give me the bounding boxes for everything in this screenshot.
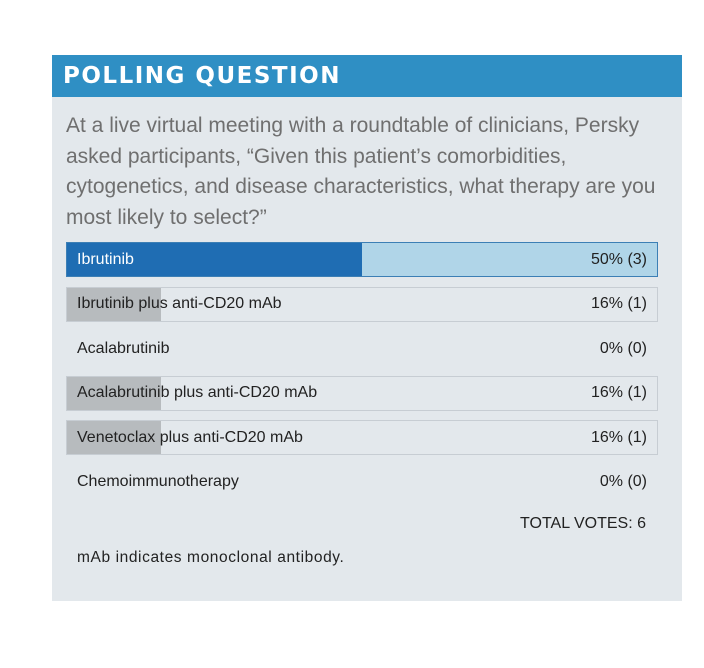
poll-option-bar	[67, 421, 162, 455]
poll-options: Ibrutinib 50% (3) Ibrutinib plus anti-CD…	[66, 242, 658, 510]
poll-option-bar	[67, 287, 162, 321]
poll-option-result: 0% (0)	[599, 473, 647, 491]
poll-option-acalabrutinib[interactable]: Acalabrutinib 0% (0)	[66, 331, 658, 366]
poll-option-result: 16% (1)	[590, 295, 647, 313]
polling-card: POLLING QUESTION At a live virtual meeti…	[52, 55, 682, 601]
poll-option-label: Ibrutinib	[77, 250, 134, 268]
poll-title: POLLING QUESTION	[63, 63, 341, 89]
poll-question: At a live virtual meeting with a roundta…	[66, 114, 656, 229]
poll-option-acalabrutinib-anti-cd20[interactable]: Acalabrutinib plus anti-CD20 mAb 16% (1)	[66, 375, 658, 411]
total-votes: TOTAL VOTES: 6	[520, 515, 646, 532]
poll-option-result: 0% (0)	[599, 339, 647, 357]
poll-option-result: 50% (3)	[590, 250, 647, 268]
poll-option-ibrutinib-anti-cd20[interactable]: Ibrutinib plus anti-CD20 mAb 16% (1)	[66, 286, 658, 322]
poll-option-bar	[67, 376, 162, 410]
poll-option-label: Venetoclax plus anti-CD20 mAb	[77, 428, 303, 446]
poll-option-ibrutinib[interactable]: Ibrutinib 50% (3)	[66, 242, 658, 277]
poll-option-label: Chemoimmunotherapy	[77, 473, 239, 491]
poll-option-bar	[67, 243, 362, 276]
poll-option-chemoimmunotherapy[interactable]: Chemoimmunotherapy 0% (0)	[66, 465, 658, 500]
footnote: mAb indicates monoclonal antibody.	[77, 549, 345, 566]
poll-option-venetoclax-anti-cd20[interactable]: Venetoclax plus anti-CD20 mAb 16% (1)	[66, 420, 658, 456]
poll-option-label: Ibrutinib plus anti-CD20 mAb	[77, 295, 282, 313]
poll-option-label: Acalabrutinib plus anti-CD20 mAb	[77, 384, 318, 402]
poll-header: POLLING QUESTION	[52, 55, 682, 97]
poll-option-result: 16% (1)	[590, 428, 647, 446]
poll-option-label: Acalabrutinib	[77, 339, 170, 357]
poll-option-result: 16% (1)	[590, 384, 647, 402]
